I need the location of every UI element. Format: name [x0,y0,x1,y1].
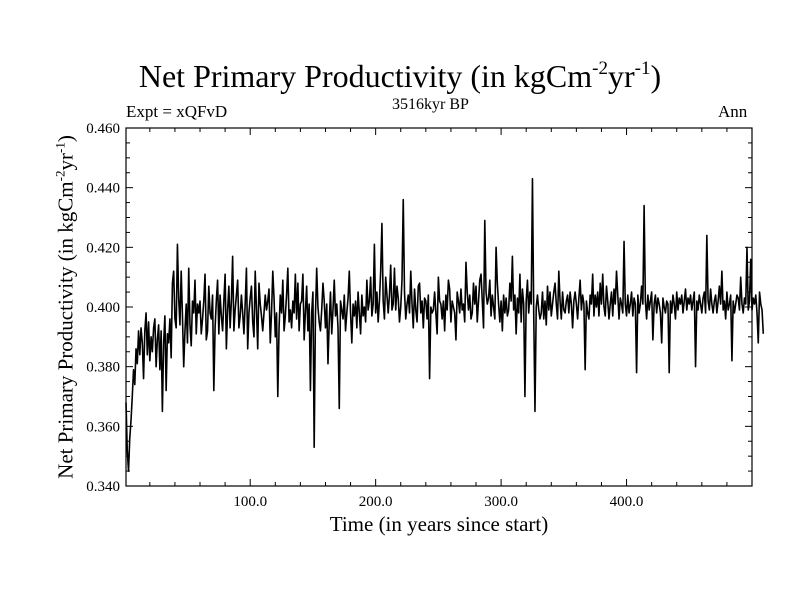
x-axis-label: Time (in years since start) [329,512,549,536]
period-label: 3516kyr BP [392,96,469,113]
x-tick-label: 100.0 [233,494,267,510]
y-tick-label: 0.440 [86,181,120,197]
experiment-label: Expt = xQFvD [126,102,228,121]
x-tick-label: 200.0 [359,494,393,510]
x-tick-label: 400.0 [610,494,644,510]
y-tick-label: 0.380 [86,360,120,376]
y-tick-label: 0.340 [86,479,120,495]
y-tick-label: 0.460 [86,121,120,137]
y-tick-label: 0.400 [86,300,120,316]
plot-frame [125,127,753,487]
y-tick-label: 0.420 [86,240,120,256]
chart-title: Net Primary Productivity (in kgCm-2yr-1) [138,58,662,94]
season-label: Ann [718,102,748,121]
y-axis-label: Net Primary Productivity (in kgCm-2yr-1) [52,135,78,479]
x-axis: 100.0 200.0 300.0 400.0 [149,128,728,510]
x-tick-label: 300.0 [484,494,518,510]
y-tick-label: 0.360 [86,419,120,435]
npp-series-line [125,177,765,472]
